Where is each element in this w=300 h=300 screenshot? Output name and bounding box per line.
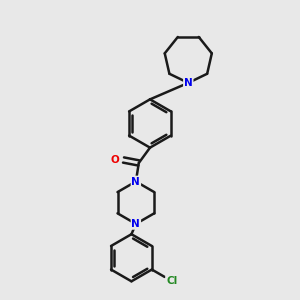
Text: N: N [131, 176, 140, 187]
Text: N: N [131, 219, 140, 229]
Text: Cl: Cl [166, 276, 177, 286]
Text: N: N [184, 78, 193, 88]
Text: O: O [111, 155, 120, 165]
